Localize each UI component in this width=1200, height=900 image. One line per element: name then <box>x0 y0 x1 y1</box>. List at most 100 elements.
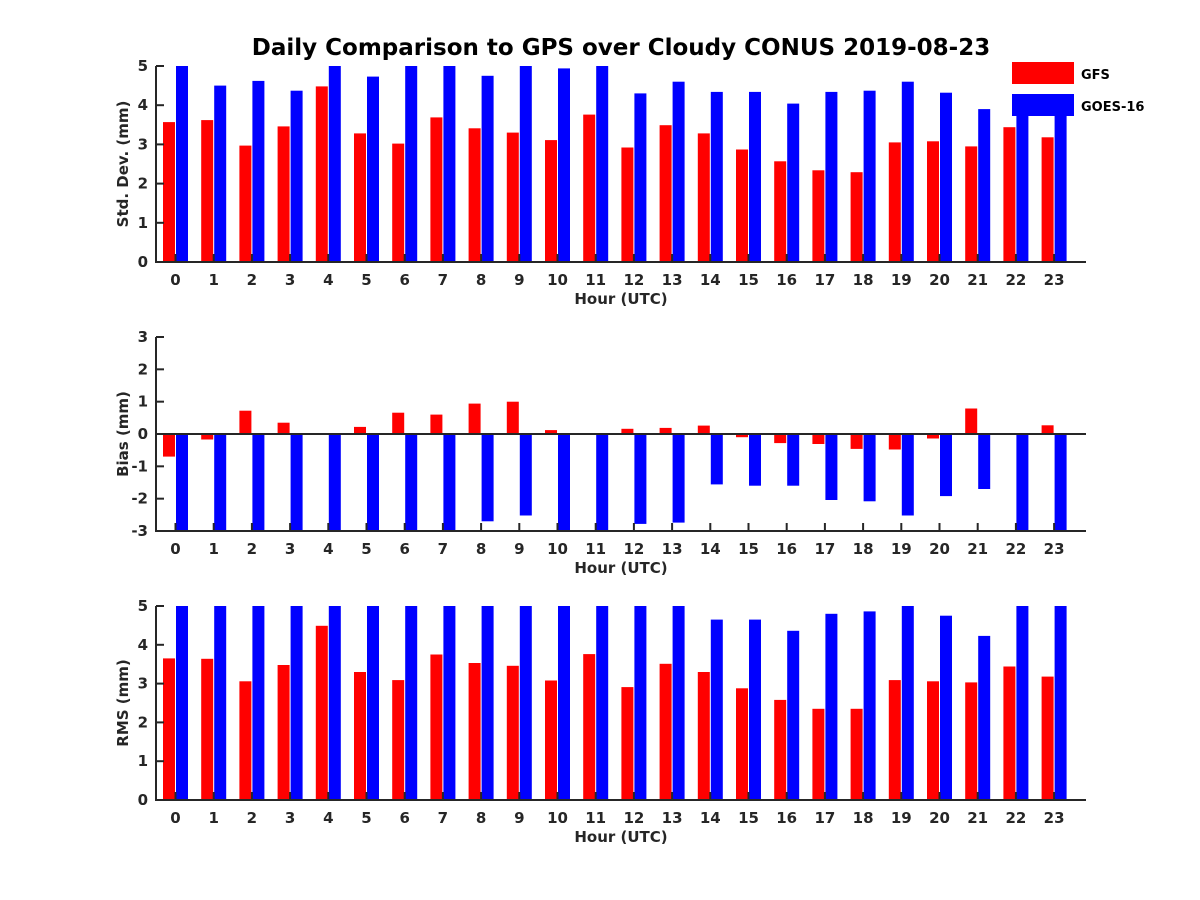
x-tick-label: 15 <box>738 540 759 558</box>
x-tick-label: 12 <box>623 271 644 289</box>
x-tick-label: 10 <box>547 271 568 289</box>
bar-gfs-hour-16 <box>774 161 787 262</box>
bar-gfs-hour-11 <box>583 654 596 800</box>
x-tick-label: 8 <box>476 809 486 827</box>
bar-goes-16-hour-7 <box>443 434 456 531</box>
y-axis-label: RMS (mm) <box>114 659 132 746</box>
bar-goes-16-hour-5 <box>367 606 379 800</box>
y-tick-label: 2 <box>138 713 148 731</box>
bar-gfs-hour-2 <box>239 681 252 800</box>
bar-gfs-hour-4 <box>315 625 328 800</box>
bar-goes-16-hour-0 <box>176 434 188 531</box>
bar-goes-16-hour-14 <box>710 434 723 485</box>
x-axis-label: Hour (UTC) <box>574 559 667 577</box>
bar-gfs-hour-21 <box>965 682 978 800</box>
bar-gfs-hour-20 <box>927 434 939 439</box>
x-axis-label: Hour (UTC) <box>574 290 667 308</box>
x-tick-label: 20 <box>929 809 950 827</box>
bar-gfs-hour-8 <box>468 128 481 262</box>
bar-gfs-hour-6 <box>392 412 405 434</box>
x-tick-label: 0 <box>170 809 180 827</box>
bar-goes-16-hour-13 <box>672 434 685 523</box>
bar-goes-16-hour-9 <box>519 606 532 800</box>
bar-goes-16-hour-12 <box>634 606 647 800</box>
bar-goes-16-hour-21 <box>978 635 991 800</box>
bar-goes-16-hour-2 <box>252 606 265 800</box>
bar-gfs-hour-11 <box>583 114 596 262</box>
x-tick-label: 14 <box>700 271 721 289</box>
bar-gfs-hour-14 <box>697 133 710 262</box>
x-tick-label: 20 <box>929 271 950 289</box>
bar-gfs-hour-16 <box>774 434 787 444</box>
bar-gfs-hour-9 <box>506 665 519 800</box>
bar-goes-16-hour-15 <box>749 91 761 263</box>
x-tick-label: 11 <box>585 271 606 289</box>
y-tick-label: 3 <box>138 135 148 153</box>
x-tick-label: 17 <box>814 271 835 289</box>
x-tick-label: 16 <box>776 540 797 558</box>
y-tick-label: 0 <box>138 253 148 271</box>
bar-goes-16-hour-8 <box>481 606 494 800</box>
x-tick-label: 20 <box>929 540 950 558</box>
bar-goes-16-hour-8 <box>481 75 494 262</box>
x-tick-label: 15 <box>738 809 759 827</box>
bar-gfs-hour-7 <box>430 117 443 263</box>
bar-gfs-hour-12 <box>621 428 634 434</box>
bar-gfs-hour-18 <box>850 434 863 449</box>
bar-goes-16-hour-5 <box>367 76 379 262</box>
x-tick-label: 14 <box>700 540 721 558</box>
x-tick-label: 12 <box>623 809 644 827</box>
bar-goes-16-hour-16 <box>787 630 800 800</box>
bar-gfs-hour-13 <box>659 663 672 800</box>
x-tick-label: 18 <box>853 809 874 827</box>
bar-goes-16-hour-19 <box>901 606 914 800</box>
bar-gfs-hour-21 <box>965 408 978 434</box>
bar-gfs-hour-1 <box>201 434 214 440</box>
bar-goes-16-hour-18 <box>863 90 876 262</box>
bar-goes-16-hour-6 <box>405 606 418 800</box>
x-tick-label: 9 <box>514 271 524 289</box>
bar-goes-16-hour-9 <box>519 434 532 516</box>
y-tick-label: 2 <box>138 175 148 193</box>
bar-goes-16-hour-20 <box>940 615 952 800</box>
x-tick-label: 7 <box>438 540 448 558</box>
y-tick-label: 4 <box>138 636 148 654</box>
x-tick-label: 21 <box>967 809 988 827</box>
bar-goes-16-hour-18 <box>863 434 876 502</box>
x-tick-label: 21 <box>967 271 988 289</box>
x-tick-label: 7 <box>438 809 448 827</box>
y-tick-label: 3 <box>138 328 148 346</box>
x-tick-label: 9 <box>514 809 524 827</box>
x-tick-label: 22 <box>1005 271 1026 289</box>
bar-goes-16-hour-15 <box>749 619 761 800</box>
bar-goes-16-hour-3 <box>290 434 303 531</box>
bar-goes-16-hour-4 <box>328 606 341 800</box>
bar-goes-16-hour-0 <box>176 66 188 262</box>
bar-goes-16-hour-6 <box>405 66 418 262</box>
bar-goes-16-hour-4 <box>328 66 341 262</box>
bar-gfs-hour-13 <box>659 125 672 262</box>
x-tick-label: 22 <box>1005 540 1026 558</box>
bar-gfs-hour-6 <box>392 680 405 800</box>
x-tick-label: 6 <box>399 809 409 827</box>
y-tick-label: -2 <box>131 490 148 508</box>
x-tick-label: 7 <box>438 271 448 289</box>
x-tick-label: 2 <box>247 540 257 558</box>
y-tick-label: 2 <box>138 360 148 378</box>
bar-gfs-hour-17 <box>812 434 825 444</box>
x-tick-label: 16 <box>776 809 797 827</box>
y-tick-label: 1 <box>138 214 148 232</box>
bar-goes-16-hour-11 <box>596 606 609 800</box>
bar-goes-16-hour-17 <box>825 434 838 500</box>
bar-goes-16-hour-18 <box>863 611 876 800</box>
bar-gfs-hour-10 <box>545 430 557 434</box>
bar-goes-16-hour-10 <box>558 68 570 263</box>
y-tick-label: 0 <box>138 425 148 443</box>
x-tick-label: 4 <box>323 271 333 289</box>
bar-goes-16-hour-20 <box>940 92 952 262</box>
y-tick-label: 1 <box>138 393 148 411</box>
x-tick-label: 15 <box>738 271 759 289</box>
bar-gfs-hour-4 <box>315 86 328 263</box>
